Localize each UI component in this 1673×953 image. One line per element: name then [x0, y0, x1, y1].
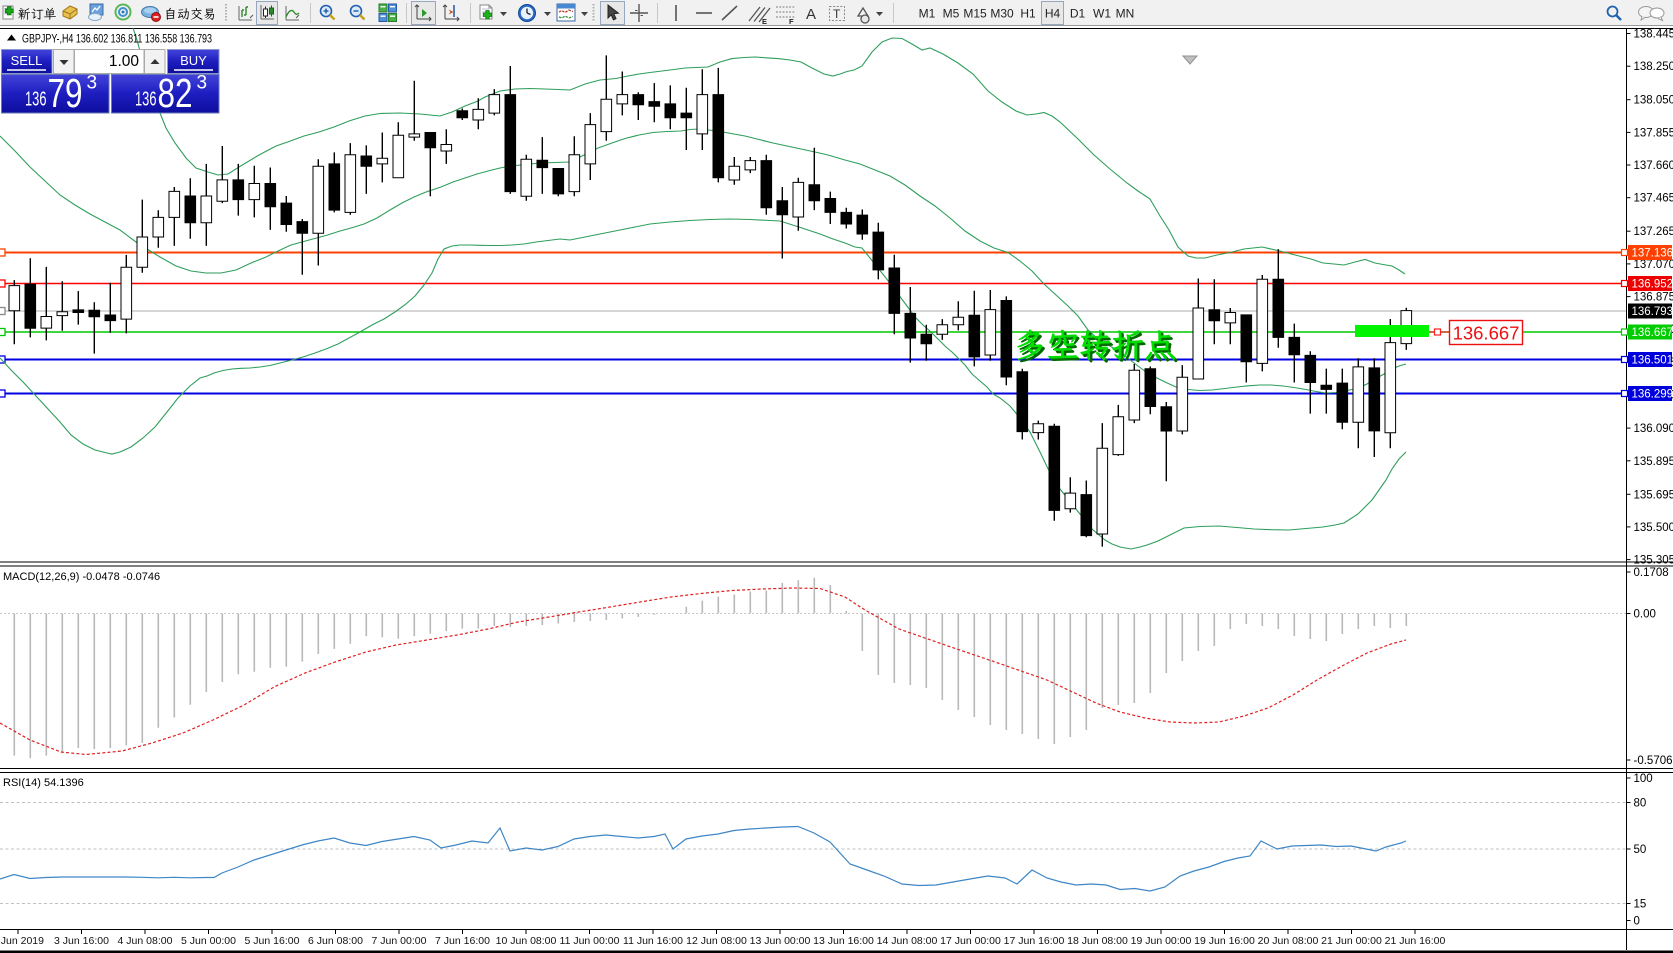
svg-text:135.895: 135.895: [1634, 456, 1673, 468]
svg-text:3 Jun 2019: 3 Jun 2019: [0, 935, 44, 947]
svg-text:135.695: 135.695: [1634, 489, 1673, 501]
svg-text:15: 15: [1634, 899, 1647, 911]
svg-text:A: A: [806, 6, 816, 23]
svg-text:D1: D1: [1070, 7, 1086, 21]
svg-text:18 Jun 08:00: 18 Jun 08:00: [1067, 935, 1128, 947]
svg-text:W1: W1: [1093, 7, 1111, 21]
svg-text:H4: H4: [1045, 7, 1061, 21]
svg-text:SELL: SELL: [11, 53, 43, 68]
svg-text:135.500: 135.500: [1634, 522, 1673, 534]
svg-text:0: 0: [1634, 916, 1640, 928]
svg-text:100: 100: [1634, 773, 1653, 785]
svg-text:3: 3: [197, 73, 208, 94]
svg-text:136.667: 136.667: [1453, 323, 1520, 344]
svg-text:13 Jun 00:00: 13 Jun 00:00: [750, 935, 811, 947]
svg-text:136.667: 136.667: [1632, 327, 1673, 339]
svg-text:4 Jun 08:00: 4 Jun 08:00: [118, 935, 173, 947]
svg-text:F: F: [789, 17, 794, 26]
svg-text:17 Jun 00:00: 17 Jun 00:00: [940, 935, 1001, 947]
svg-text:M15: M15: [963, 7, 987, 21]
svg-text:13 Jun 16:00: 13 Jun 16:00: [813, 935, 874, 947]
svg-text:136.501: 136.501: [1632, 355, 1673, 367]
svg-text:19 Jun 16:00: 19 Jun 16:00: [1194, 935, 1255, 947]
svg-text:7 Jun 16:00: 7 Jun 16:00: [435, 935, 490, 947]
svg-text:136.952: 136.952: [1632, 279, 1673, 291]
svg-text:3 Jun 16:00: 3 Jun 16:00: [54, 935, 109, 947]
svg-text:21 Jun 16:00: 21 Jun 16:00: [1385, 935, 1446, 947]
svg-text:1.00: 1.00: [109, 53, 140, 70]
svg-text:5 Jun 16:00: 5 Jun 16:00: [245, 935, 300, 947]
svg-text:21 Jun 00:00: 21 Jun 00:00: [1321, 935, 1382, 947]
svg-text:82: 82: [158, 70, 193, 116]
svg-text:14 Jun 08:00: 14 Jun 08:00: [877, 935, 938, 947]
svg-text:137.855: 137.855: [1634, 127, 1673, 139]
svg-text:136.793: 136.793: [1632, 306, 1673, 318]
svg-text:11 Jun 00:00: 11 Jun 00:00: [560, 935, 620, 947]
svg-text:79: 79: [48, 70, 83, 116]
svg-text:M5: M5: [943, 7, 960, 21]
svg-text:7 Jun 00:00: 7 Jun 00:00: [372, 935, 427, 947]
svg-text:E: E: [762, 17, 767, 26]
svg-text:80: 80: [1634, 798, 1647, 810]
svg-text:12 Jun 08:00: 12 Jun 08:00: [686, 935, 747, 947]
svg-text:11 Jun 16:00: 11 Jun 16:00: [623, 935, 683, 947]
svg-text:6 Jun 08:00: 6 Jun 08:00: [308, 935, 363, 947]
svg-text:138.445: 138.445: [1634, 29, 1673, 41]
svg-text:10 Jun 08:00: 10 Jun 08:00: [496, 935, 557, 947]
svg-text:136: 136: [135, 89, 157, 111]
svg-text:137.660: 137.660: [1634, 160, 1673, 172]
svg-text:MACD(12,26,9) -0.0478 -0.0746: MACD(12,26,9) -0.0478 -0.0746: [3, 571, 160, 583]
svg-text:137.265: 137.265: [1634, 226, 1673, 238]
svg-text:20 Jun 08:00: 20 Jun 08:00: [1258, 935, 1319, 947]
svg-text:0.1708: 0.1708: [1634, 567, 1669, 579]
svg-text:T: T: [833, 7, 841, 21]
svg-text:19 Jun 00:00: 19 Jun 00:00: [1131, 935, 1192, 947]
svg-text:138.050: 138.050: [1634, 95, 1673, 107]
svg-text:136.090: 136.090: [1634, 423, 1673, 435]
svg-text:M1: M1: [919, 7, 936, 21]
svg-text:5 Jun 00:00: 5 Jun 00:00: [181, 935, 236, 947]
svg-text:H1: H1: [1020, 7, 1036, 21]
svg-text:-0.5706: -0.5706: [1634, 755, 1673, 767]
svg-text:136.299: 136.299: [1632, 389, 1673, 401]
svg-text:3: 3: [87, 73, 98, 94]
svg-text:50: 50: [1634, 844, 1647, 856]
svg-text:137.465: 137.465: [1634, 193, 1673, 205]
svg-text:136: 136: [25, 89, 47, 111]
svg-text:0.00: 0.00: [1634, 609, 1656, 621]
svg-text:137.136: 137.136: [1632, 248, 1673, 260]
svg-text:17 Jun 16:00: 17 Jun 16:00: [1004, 935, 1065, 947]
svg-text:138.250: 138.250: [1634, 61, 1673, 73]
svg-text:135.305: 135.305: [1634, 555, 1673, 567]
svg-text:MN: MN: [1116, 7, 1135, 21]
svg-text:137.070: 137.070: [1634, 259, 1673, 271]
svg-text:BUY: BUY: [180, 53, 207, 68]
svg-text:GBPJPY-,H4 136.602 136.811 13: GBPJPY-,H4 136.602 136.811 136.558 136.7…: [22, 34, 212, 46]
svg-text:RSI(14) 54.1396: RSI(14) 54.1396: [3, 777, 84, 789]
svg-text:M30: M30: [990, 7, 1014, 21]
svg-text:136.875: 136.875: [1634, 292, 1673, 304]
